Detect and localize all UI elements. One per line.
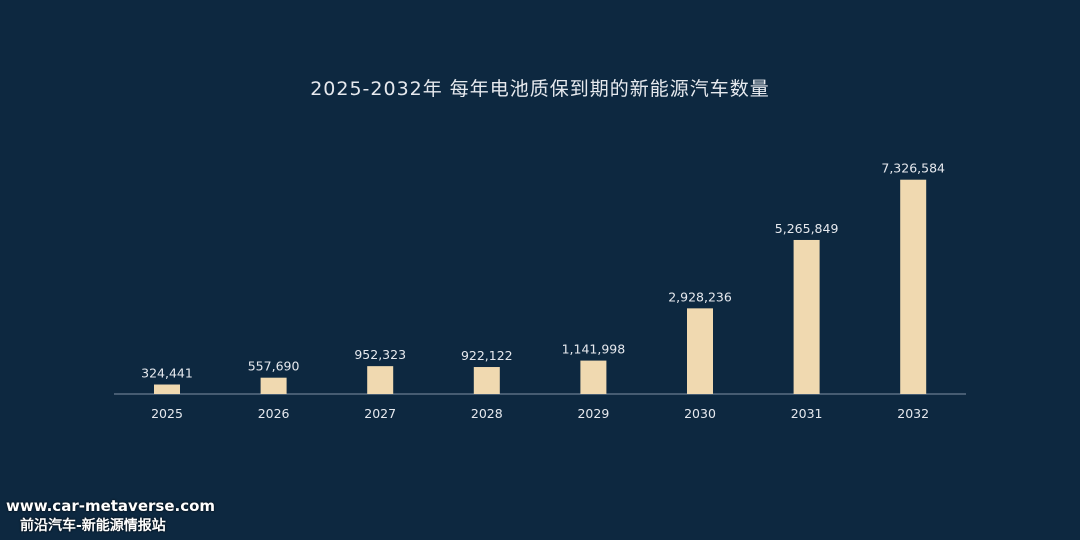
tick-label-2027: 2027 (364, 406, 396, 421)
value-label-2031: 5,265,849 (775, 221, 839, 236)
bar-2028 (473, 367, 500, 394)
value-label-2030: 2,928,236 (668, 289, 732, 304)
value-label-2032: 7,326,584 (881, 161, 945, 176)
bar-2031 (793, 239, 820, 394)
tick-label-2031: 2031 (791, 406, 823, 421)
value-label-2028: 922,122 (461, 348, 513, 363)
bar-2030 (687, 308, 713, 394)
watermark-url: www.car-metaverse.com (6, 497, 216, 515)
value-label-2025: 324,441 (141, 366, 193, 381)
tick-label-2030: 2030 (684, 406, 716, 421)
bar-2029 (580, 360, 607, 394)
value-label-2027: 952,323 (354, 347, 406, 362)
value-label-2026: 557,690 (248, 359, 300, 374)
tick-label-2026: 2026 (258, 406, 290, 421)
tick-label-2032: 2032 (897, 406, 929, 421)
bar-2026 (260, 377, 287, 394)
bar-2027 (367, 366, 394, 394)
watermark: www.car-metaverse.com 前沿汽车-新能源情报站 (6, 496, 215, 536)
chart-title: 2025-2032年 每年电池质保到期的新能源汽车数量 (310, 78, 770, 100)
bar-2025 (154, 384, 180, 394)
tick-label-2028: 2028 (471, 406, 503, 421)
tick-label-2029: 2029 (577, 406, 609, 421)
tick-label-2025: 2025 (151, 406, 183, 421)
watermark-brand: 前沿汽车-新能源情报站 (20, 518, 166, 534)
value-label-2029: 1,141,998 (562, 342, 626, 357)
bar-2032 (900, 179, 927, 394)
